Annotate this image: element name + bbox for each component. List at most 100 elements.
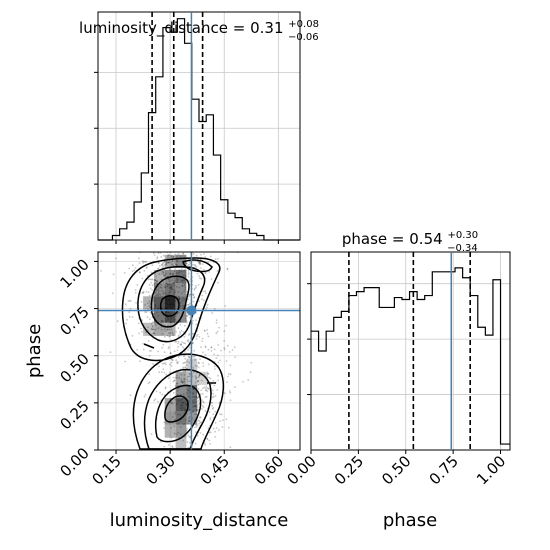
sample-point xyxy=(188,346,191,349)
sample-point xyxy=(229,373,232,376)
density-cell xyxy=(153,283,165,297)
sample-point xyxy=(174,384,177,387)
sample-point xyxy=(186,441,189,443)
histogram2-grid xyxy=(310,252,510,450)
sample-point xyxy=(173,350,176,353)
sample-point xyxy=(197,419,200,422)
sample-point xyxy=(185,319,188,322)
sample-point xyxy=(228,351,231,353)
sample-point xyxy=(192,253,195,255)
y-tick-label: 1.00 xyxy=(56,256,92,292)
sample-point xyxy=(187,434,190,436)
sample-point xyxy=(153,283,156,285)
sample-point xyxy=(214,430,217,433)
sample-point xyxy=(199,263,201,266)
sample-point xyxy=(199,358,201,361)
sample-point xyxy=(176,342,179,345)
sample-point xyxy=(166,257,169,259)
sample-point xyxy=(160,256,163,258)
x-axis-label-luminosity-distance: luminosity_distance xyxy=(110,510,289,531)
sample-point xyxy=(207,373,210,375)
sample-point xyxy=(192,263,195,266)
sample-point xyxy=(174,268,177,270)
sample-point xyxy=(204,387,207,390)
sample-point xyxy=(176,362,179,365)
sample-point xyxy=(176,377,179,379)
contour-4-upper xyxy=(159,295,180,317)
sample-point xyxy=(180,378,183,380)
sample-point xyxy=(212,427,215,430)
sample-point xyxy=(167,377,170,379)
density-cell xyxy=(153,269,165,284)
sample-point xyxy=(221,426,224,429)
sample-point xyxy=(201,263,204,265)
sample-point xyxy=(186,375,189,378)
sample-point xyxy=(151,278,154,281)
sample-point xyxy=(160,283,163,286)
sample-point xyxy=(181,381,184,384)
sample-point xyxy=(160,273,163,275)
sample-point xyxy=(195,286,197,289)
sample-point xyxy=(181,285,184,288)
sample-point xyxy=(205,308,207,311)
sample-point xyxy=(148,294,151,297)
sample-point xyxy=(223,339,226,342)
sample-point xyxy=(192,367,195,369)
sample-point xyxy=(159,265,161,267)
sample-point xyxy=(170,365,173,367)
sample-point xyxy=(183,324,186,327)
sample-point xyxy=(170,436,173,439)
sample-point xyxy=(196,434,199,437)
sample-point xyxy=(165,363,167,366)
sample-point xyxy=(180,380,183,382)
sample-point xyxy=(161,333,164,335)
sample-point xyxy=(124,303,127,306)
sample-point xyxy=(144,311,147,313)
sample-point xyxy=(157,267,160,270)
sample-point xyxy=(140,327,142,330)
sample-point xyxy=(109,351,112,353)
sample-point xyxy=(182,342,185,344)
sample-point xyxy=(208,376,211,379)
sample-point xyxy=(234,386,236,388)
sample-point xyxy=(225,418,228,421)
density-cell xyxy=(153,309,165,323)
sample-point xyxy=(150,323,153,325)
sample-point xyxy=(115,257,117,260)
sample-point xyxy=(126,318,128,321)
sample-point xyxy=(193,287,196,290)
sample-point xyxy=(161,264,163,266)
sample-point xyxy=(160,371,163,373)
sample-point xyxy=(203,329,206,332)
sample-point xyxy=(169,273,172,275)
sample-point xyxy=(202,406,205,409)
sample-point xyxy=(148,354,151,357)
sample-point xyxy=(219,359,222,362)
sample-point xyxy=(180,343,183,345)
sample-point xyxy=(129,300,132,302)
sample-point xyxy=(213,353,215,356)
sample-point xyxy=(175,433,178,436)
sample-point xyxy=(214,436,217,438)
histogram1-ticks xyxy=(94,71,279,244)
sample-point xyxy=(204,330,206,332)
sample-point xyxy=(167,255,169,257)
sample-point xyxy=(199,393,202,395)
sample-point xyxy=(180,344,183,347)
sample-point xyxy=(225,360,228,362)
sample-point xyxy=(172,255,175,258)
sample-point xyxy=(227,373,230,375)
sample-point xyxy=(197,384,200,386)
sample-point xyxy=(198,423,200,425)
sample-point xyxy=(211,405,214,407)
sample-point xyxy=(200,407,203,410)
sample-point xyxy=(211,396,214,399)
title-subscript: −0.06 xyxy=(288,32,319,43)
sample-point xyxy=(162,368,165,370)
sample-point xyxy=(153,399,156,402)
sample-point xyxy=(162,343,165,346)
sample-point xyxy=(146,316,149,319)
sample-point xyxy=(182,393,185,395)
sample-point xyxy=(155,294,158,297)
sample-point xyxy=(155,324,158,327)
